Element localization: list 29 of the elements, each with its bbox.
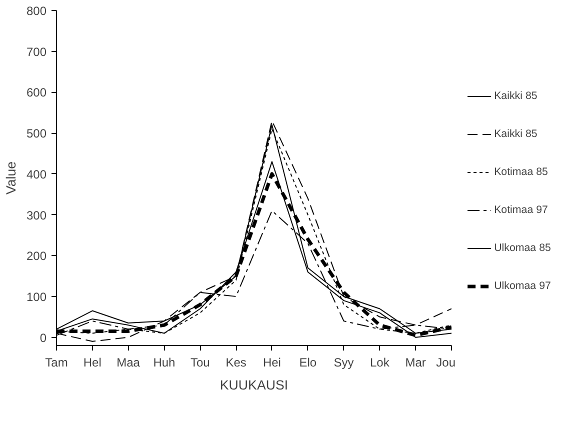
x-tick-label: Tou [190,356,210,370]
legend-label: Ulkomaa 85 [494,242,551,254]
x-tick-label: Huh [153,356,176,370]
x-tick-label: Lok [370,356,390,370]
x-tick-label: Hei [262,356,281,370]
x-tick-label: Maa [116,356,140,370]
y-tick-label: 400 [26,167,47,182]
y-tick-label: 0 [40,330,47,345]
legend-label: Kotimaa 97 [494,204,548,216]
legend-label: Kaikki 85 [494,128,538,140]
y-tick-label: 300 [26,208,47,222]
y-tick-label: 800 [26,4,47,18]
legend-label: Ulkomaa 97 [494,280,551,292]
y-tick-label: 200 [26,249,47,264]
x-tick-label: Kes [226,356,246,370]
x-tick-label: Syy [334,356,354,370]
y-tick-label: 600 [26,86,47,100]
y-axis-title: Value [3,161,18,195]
x-tick-label: Hel [83,356,102,370]
x-axis-title: KUUKAUSI [220,378,288,392]
legend-label: Kaikki 85 [494,90,538,102]
x-tick-label: Elo [299,356,317,370]
y-tick-label: 700 [26,44,47,59]
x-tick-label: Jou [436,356,456,370]
y-tick-label: 500 [26,126,47,141]
legend-label: Kotimaa 85 [494,166,548,178]
x-tick-label: Mar [405,356,426,370]
y-tick-label: 100 [26,290,47,304]
x-tick-label: Tam [45,356,68,370]
